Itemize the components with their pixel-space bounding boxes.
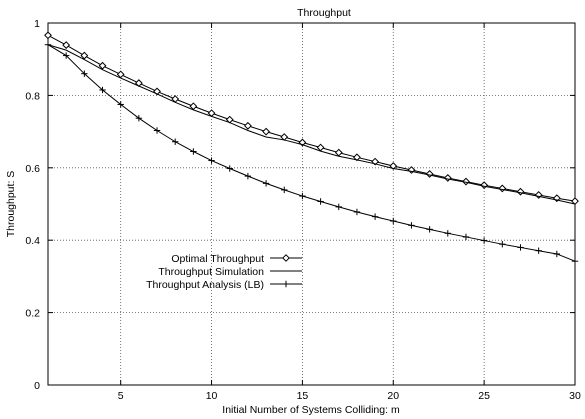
chart-title: Throughput [297, 7, 351, 19]
diamond-marker [443, 174, 452, 182]
series-line [47, 44, 576, 205]
diamond-marker [153, 87, 161, 96]
series-line [47, 44, 576, 262]
diamond-marker [262, 127, 270, 136]
ticks: 5 10 15 20 25 30 0 0.2 0.4 0.6 0.8 1 [25, 18, 581, 402]
y-tick-label: 0.4 [25, 235, 40, 247]
diamond-marker [316, 143, 325, 152]
grid [48, 23, 575, 385]
diamond-marker [62, 41, 71, 49]
x-tick-label: 25 [478, 390, 490, 402]
x-tick-label: 15 [297, 390, 309, 402]
diamond-marker [44, 31, 52, 40]
diamond-marker [98, 61, 107, 70]
legend-label: Throughput Simulation [158, 266, 264, 278]
series [44, 31, 579, 265]
x-tick-label: 10 [206, 390, 218, 402]
y-tick-label: 0.8 [25, 90, 40, 102]
diamond-marker [516, 187, 525, 196]
series-2 [47, 44, 576, 205]
x-axis-label: Initial Number of Systems Colliding: m [222, 404, 400, 416]
series-3 [44, 41, 579, 265]
y-tick-label: 0.2 [25, 308, 40, 320]
series-line [47, 34, 576, 202]
legend-label: Throughput Analysis (LB) [146, 279, 264, 291]
diamond-marker [571, 197, 579, 206]
legend-label: Optimal Throughput [171, 253, 264, 265]
x-tick-label: 5 [118, 390, 124, 402]
diamond-marker [371, 157, 380, 166]
diamond-marker [552, 194, 561, 203]
series-1 [44, 31, 579, 206]
y-tick-label: 0.6 [25, 163, 40, 175]
y-tick-label: 1 [34, 18, 40, 30]
diamond-marker [480, 181, 489, 190]
diamond-marker [80, 51, 89, 60]
diamond-marker [353, 153, 361, 162]
diamond-marker [425, 170, 434, 178]
diamond-marker [334, 148, 343, 157]
diamond-marker [462, 177, 470, 186]
y-axis-label: Throughput: S [5, 171, 17, 238]
diamond-marker [282, 254, 290, 262]
x-tick-label: 20 [387, 390, 399, 402]
x-tick-label: 30 [569, 390, 581, 402]
diamond-marker [498, 184, 507, 193]
diamond-marker [243, 121, 252, 130]
y-tick-label: 0 [34, 380, 40, 392]
